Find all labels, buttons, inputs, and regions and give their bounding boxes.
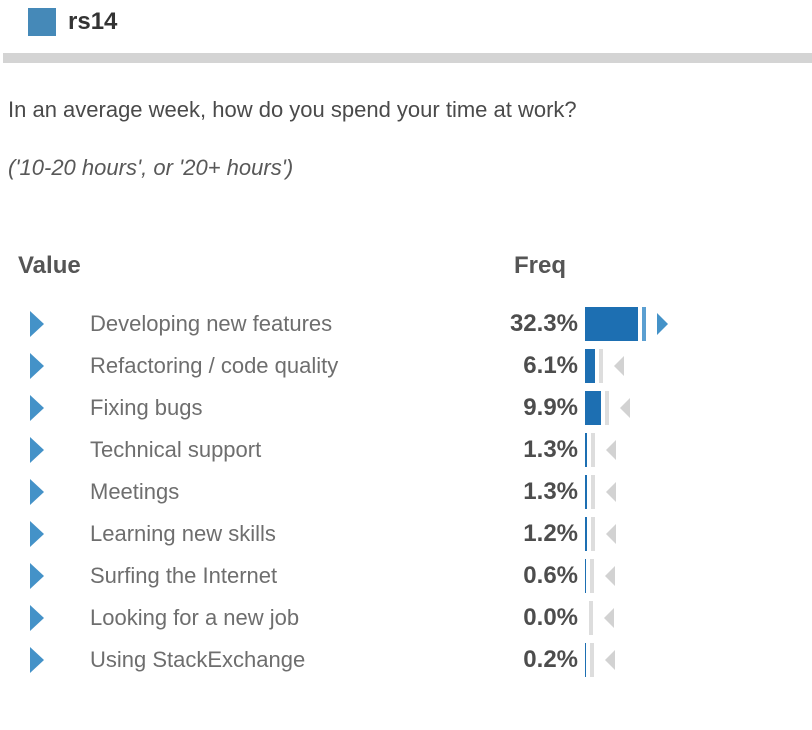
freq-bar [585,307,668,341]
freq-bar-fill [585,475,587,509]
expand-arrow-icon[interactable] [30,311,44,337]
answer-label: Fixing bugs [90,395,203,420]
bar-handle-strip[interactable] [599,349,604,383]
expand-arrow-icon[interactable] [30,563,44,589]
freq-value: 0.2% [523,646,578,673]
freq-bar-fill [585,307,638,341]
column-header-value: Value [18,252,81,279]
header-divider [3,53,812,63]
answer-label: Refactoring / code quality [90,353,339,378]
bar-handle-arrow-icon[interactable] [604,650,615,670]
answer-label: Surfing the Internet [90,563,278,588]
bar-handle-strip[interactable] [605,391,610,425]
answer-label: Developing new features [90,311,333,336]
freq-value: 0.0% [523,604,578,631]
freq-bar-fill [585,559,586,593]
bar-handle-strip[interactable] [590,559,595,593]
freq-bar-fill [585,391,601,425]
freq-bar-fill [585,433,587,467]
bar-handle-strip[interactable] [591,433,596,467]
answer-rows: Developing new features 32.3% Refactorin… [0,303,812,681]
freq-bar [585,475,616,509]
freq-bar-fill [585,349,595,383]
bar-handle-arrow-icon[interactable] [605,524,616,544]
bar-handle-arrow-icon[interactable] [605,440,616,460]
bar-handle-strip[interactable] [591,517,596,551]
column-header-freq: Freq [514,252,567,279]
table-row: Technical support 1.3% [0,429,812,471]
table-row: Refactoring / code quality 6.1% [0,345,812,387]
table-row: Looking for a new job 0.0% [0,597,812,639]
expand-arrow-icon[interactable] [30,647,44,673]
table-row: Meetings 1.3% [0,471,812,513]
freq-value: 0.6% [523,562,578,589]
freq-value: 1.3% [523,436,578,463]
answer-label: Learning new skills [90,521,276,546]
expand-arrow-icon[interactable] [30,521,44,547]
table-row: Fixing bugs 9.9% [0,387,812,429]
bar-handle-strip[interactable] [642,307,647,341]
answer-label: Looking for a new job [90,605,300,630]
freq-bar [585,601,614,635]
freq-value: 1.3% [523,478,578,505]
freq-bar [585,349,624,383]
table-row: Surfing the Internet 0.6% [0,555,812,597]
question-subtitle: ('10-20 hours', or '20+ hours') [8,155,294,180]
freq-bar [585,643,615,677]
freq-value: 6.1% [523,352,578,379]
freq-bar-fill [585,517,587,551]
bar-handle-strip[interactable] [591,475,596,509]
freq-bar [585,517,616,551]
question-marker-icon [28,8,56,36]
freq-bar [585,433,616,467]
table-row: Learning new skills 1.2% [0,513,812,555]
question-id: rs14 [68,8,118,35]
bar-handle-arrow-icon[interactable] [656,313,668,335]
table-row: Using StackExchange 0.2% [0,639,812,681]
bar-handle-strip[interactable] [590,643,595,677]
answer-label: Meetings [90,479,180,504]
expand-arrow-icon[interactable] [30,605,44,631]
freq-bar [585,559,615,593]
bar-handle-strip[interactable] [589,601,594,635]
answer-label: Using StackExchange [90,647,306,672]
table-row: Developing new features 32.3% [0,303,812,345]
freq-value: 32.3% [509,310,578,337]
bar-handle-arrow-icon[interactable] [604,566,615,586]
bar-handle-arrow-icon[interactable] [613,356,624,376]
expand-arrow-icon[interactable] [30,437,44,463]
expand-arrow-icon[interactable] [30,353,44,379]
freq-bar-fill [585,643,586,677]
freq-value: 1.2% [523,520,578,547]
freq-value: 9.9% [523,394,578,421]
bar-handle-arrow-icon[interactable] [619,398,630,418]
freq-bar [585,391,630,425]
expand-arrow-icon[interactable] [30,479,44,505]
question-text: In an average week, how do you spend you… [8,97,577,122]
bar-handle-arrow-icon[interactable] [605,482,616,502]
answer-label: Technical support [90,437,262,462]
expand-arrow-icon[interactable] [30,395,44,421]
bar-handle-arrow-icon[interactable] [603,608,614,628]
